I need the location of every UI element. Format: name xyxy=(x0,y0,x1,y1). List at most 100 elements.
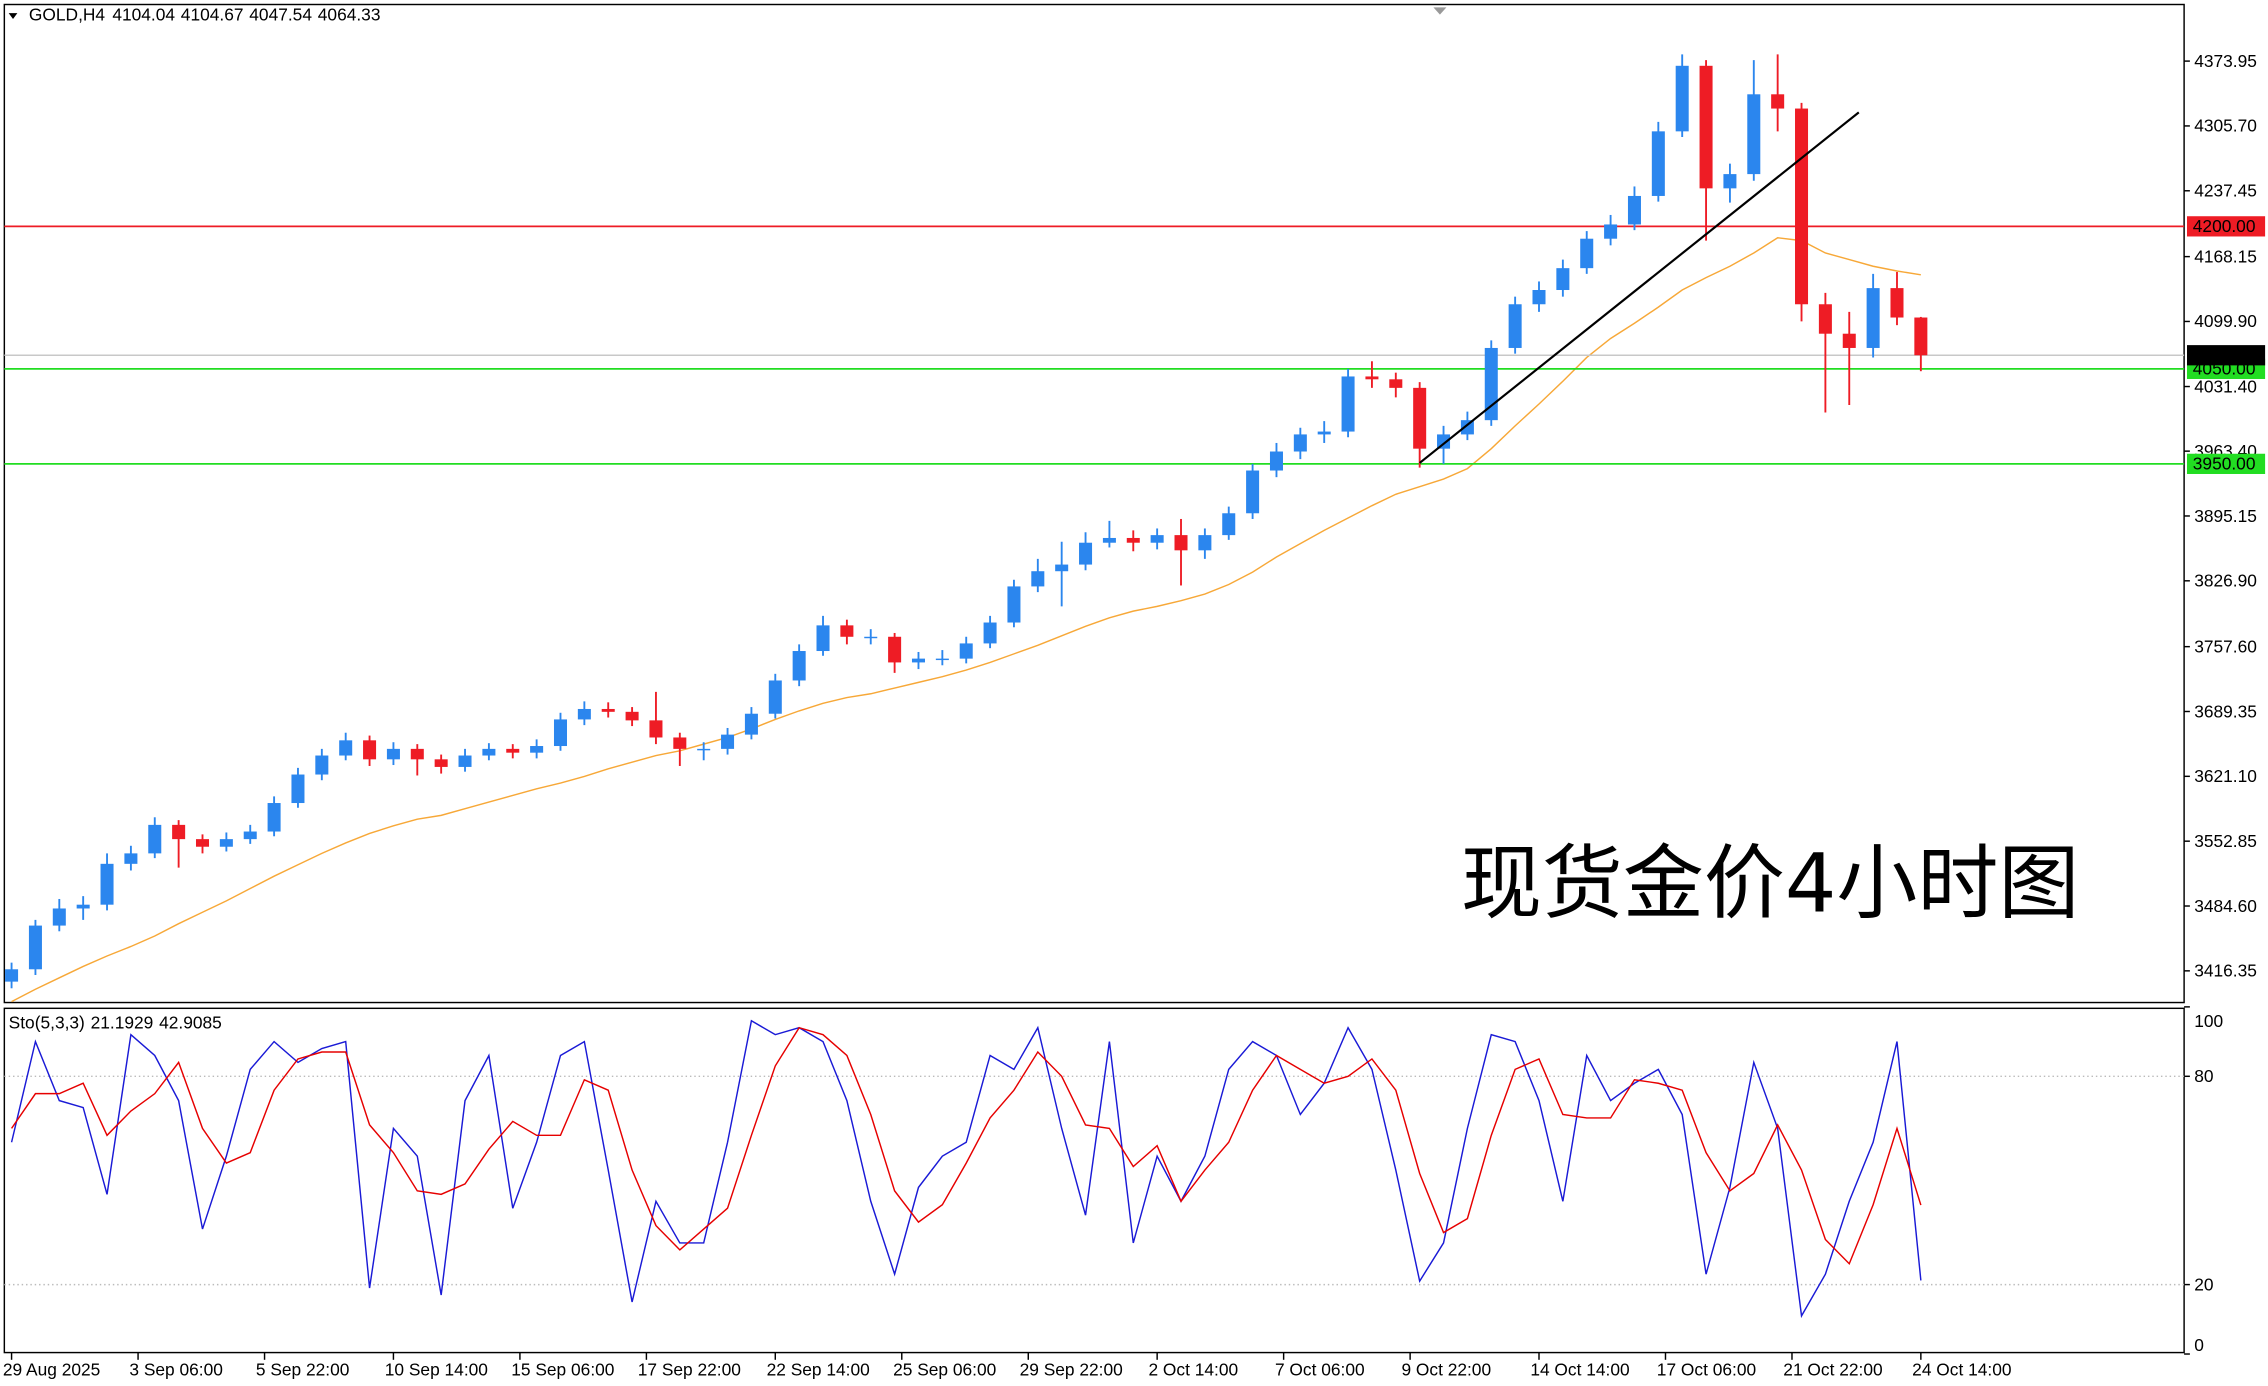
d-value: 42.9085 xyxy=(159,1013,222,1033)
candle-body xyxy=(219,839,233,847)
y-tick-label: 4373.95 xyxy=(2194,51,2257,71)
candle-body xyxy=(744,713,758,735)
candle-body xyxy=(816,625,830,652)
candle-body xyxy=(888,636,902,663)
y-tick-label: 3484.60 xyxy=(2194,896,2257,916)
candle-body xyxy=(506,748,520,753)
level-label: 3950.00 xyxy=(2193,454,2256,474)
y-tick-label: 3416.35 xyxy=(2194,961,2257,981)
candle-body xyxy=(1699,65,1713,189)
candle-body xyxy=(1795,108,1809,305)
candle-body xyxy=(864,636,878,639)
trendline xyxy=(1418,111,1860,464)
candle-body xyxy=(840,625,854,637)
candle-body xyxy=(911,658,925,663)
candle-body xyxy=(1126,537,1140,543)
candle-body xyxy=(339,740,353,756)
shift-marker[interactable] xyxy=(1433,7,1447,15)
candle-body xyxy=(458,755,472,767)
high-value: 4104.67 xyxy=(181,4,244,24)
candle-body xyxy=(1222,513,1236,536)
candle-body xyxy=(1079,542,1093,565)
candle-body xyxy=(195,839,210,847)
candle-body xyxy=(315,755,329,775)
candle-body xyxy=(1890,288,1904,318)
candle-body xyxy=(1914,317,1928,356)
candle-body xyxy=(243,831,257,840)
y-tick-label: 3689.35 xyxy=(2194,701,2257,721)
candle-body xyxy=(1174,535,1188,551)
candle-body xyxy=(482,748,496,756)
indicator-line xyxy=(10,1019,1922,1319)
candle-body xyxy=(1055,564,1069,572)
symbol: GOLD,H4 xyxy=(29,4,105,24)
level-label-box xyxy=(2187,453,2266,474)
candle-body xyxy=(625,711,639,721)
x-tick-label: 7 Oct 06:00 xyxy=(1275,1360,1365,1380)
y-tick-label: 4031.40 xyxy=(2194,376,2257,396)
candle-body xyxy=(76,904,90,909)
y-tick-label: 20 xyxy=(2194,1274,2213,1294)
candle-body xyxy=(1102,537,1116,543)
candle-body xyxy=(721,734,735,749)
x-tick-label: 21 Oct 22:00 xyxy=(1783,1360,1882,1380)
y-tick-label: 3757.60 xyxy=(2194,636,2257,656)
price-label-box xyxy=(2187,345,2266,366)
y-tick-label: 4168.15 xyxy=(2194,246,2257,266)
candle-body xyxy=(363,740,377,760)
candle-body xyxy=(1007,586,1021,623)
y-tick-label: 100 xyxy=(2194,1011,2223,1031)
candle-body xyxy=(1508,304,1522,348)
candle-body xyxy=(553,719,567,747)
candle-body xyxy=(100,863,114,905)
x-tick-label: 22 Sep 14:00 xyxy=(767,1360,870,1380)
indicator-title: Sto(5,3,3) xyxy=(9,1013,85,1033)
candle-body xyxy=(28,925,42,970)
x-tick-label: 14 Oct 14:00 xyxy=(1530,1360,1629,1380)
annotation: 现货金价4小时图 xyxy=(1461,837,2080,931)
candle-body xyxy=(1866,288,1880,348)
close-value: 4064.33 xyxy=(318,4,381,24)
candle-body xyxy=(386,748,400,760)
low-value: 4047.54 xyxy=(249,4,312,24)
candle-body xyxy=(1627,195,1641,225)
x-tick-label: 29 Sep 22:00 xyxy=(1020,1360,1123,1380)
indicator-line xyxy=(10,1026,1922,1266)
candle-body xyxy=(1150,535,1164,543)
y-tick-label: 4305.70 xyxy=(2194,116,2257,136)
x-tick-label: 10 Sep 14:00 xyxy=(385,1360,488,1380)
candle-body xyxy=(5,969,19,982)
moving-average xyxy=(11,237,1921,1003)
x-tick-label: 17 Oct 06:00 xyxy=(1657,1360,1756,1380)
candle-body xyxy=(1031,571,1045,587)
y-tick-label: 3552.85 xyxy=(2194,831,2257,851)
candle-body xyxy=(983,622,997,644)
candle-body xyxy=(1269,451,1283,471)
x-tick-label: 17 Sep 22:00 xyxy=(638,1360,741,1380)
open-value: 4104.04 xyxy=(112,4,175,24)
y-tick-label: 3621.10 xyxy=(2194,766,2257,786)
x-tick-label: 29 Aug 2025 xyxy=(3,1360,100,1380)
candle-body xyxy=(1317,431,1331,435)
x-tick-label: 2 Oct 14:00 xyxy=(1148,1360,1238,1380)
candle-body xyxy=(434,759,448,767)
price-header: GOLD,H4 4104.04 4104.67 4047.54 4064.33 xyxy=(29,4,381,24)
candle-body xyxy=(697,748,711,751)
candle-body xyxy=(172,824,186,840)
candle-body xyxy=(1556,268,1570,291)
candle-body xyxy=(148,824,162,854)
candle-body xyxy=(1818,304,1832,334)
x-tick-label: 5 Sep 22:00 xyxy=(256,1360,350,1380)
candle-body xyxy=(1675,65,1689,132)
candle-body xyxy=(1723,174,1737,189)
y-tick-label: 4099.90 xyxy=(2194,311,2257,331)
candle-body xyxy=(1580,238,1594,269)
dropdown-icon[interactable] xyxy=(8,13,18,19)
candle-body xyxy=(1651,131,1665,196)
candle-body xyxy=(1341,376,1355,432)
y-tick-label: 0 xyxy=(2194,1335,2204,1355)
candle-body xyxy=(410,748,424,760)
candle-body xyxy=(1771,94,1785,109)
